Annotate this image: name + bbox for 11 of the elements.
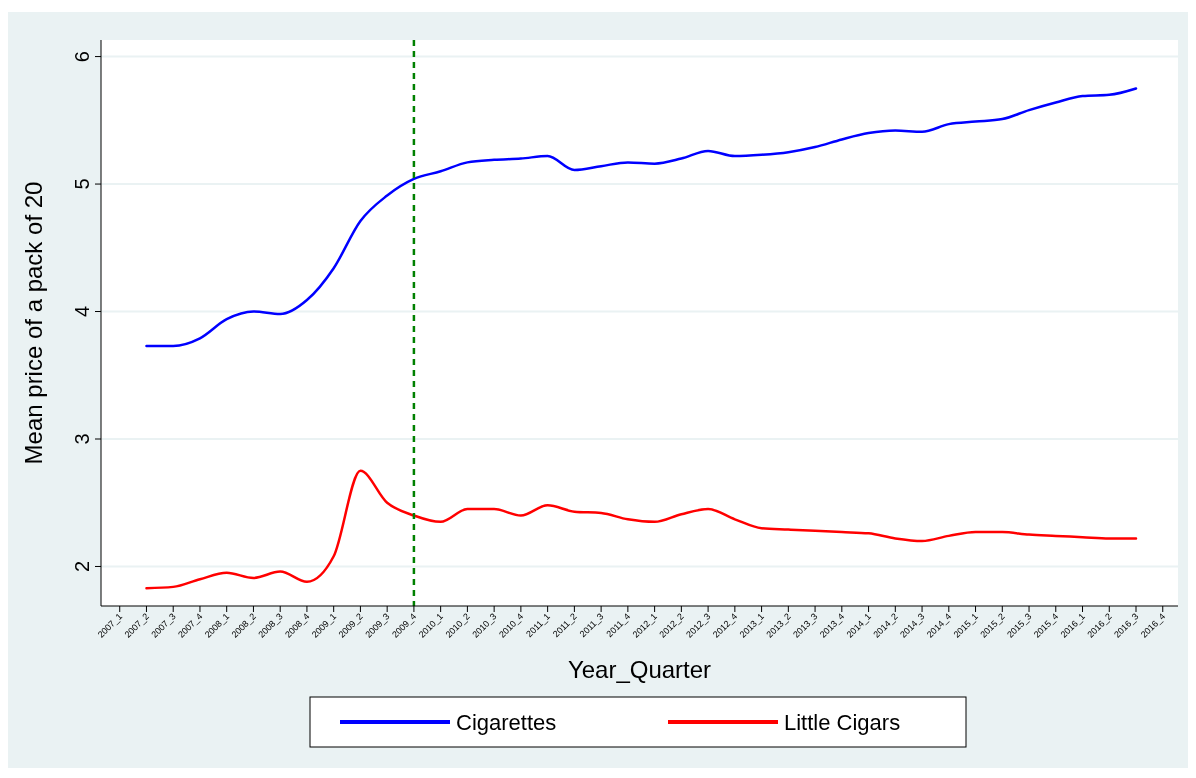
- y-tick-label: 2: [71, 560, 93, 573]
- y-axis-title: Mean price of a pack of 20: [20, 181, 47, 465]
- y-tick-label: 4: [71, 305, 93, 318]
- y-tick-label: 6: [71, 51, 93, 63]
- line-series: [145, 469, 1138, 590]
- y-tick-label: 5: [71, 178, 93, 190]
- y-tick-label: 3: [71, 433, 93, 445]
- line-series: [145, 87, 1138, 348]
- legend-label: Little Cigars: [784, 710, 901, 735]
- legend-label: Cigarettes: [456, 710, 557, 735]
- x-axis-title: Year_Quarter: [567, 656, 712, 683]
